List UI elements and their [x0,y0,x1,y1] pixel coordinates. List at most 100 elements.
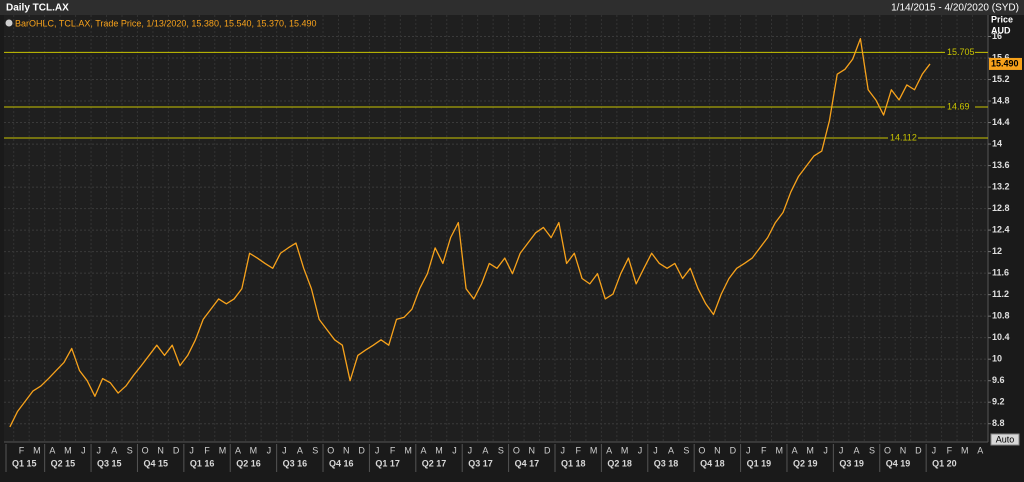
x-tick-label: S [498,445,504,455]
last-price-label: 15.490 [991,58,1019,68]
x-tick-label: M [775,445,783,455]
x-tick-label: J [823,445,828,455]
y-tick-label: 9.2 [992,397,1005,407]
y-tick-label: 14.4 [992,117,1010,127]
header-bar [0,0,1024,15]
grid [4,15,988,442]
last-price-tag [989,57,1022,70]
x-tick-label: O [884,445,891,455]
y-tick-label: 12.8 [992,203,1010,213]
quarter-label: Q1 20 [932,458,957,468]
y-tick-label: 13.6 [992,160,1010,170]
quarter-label: Q3 18 [654,458,679,468]
y-tick-label: 15.2 [992,74,1010,84]
x-tick-label: F [947,445,953,455]
x-tick-label: D [544,445,551,455]
quarter-label: Q1 15 [12,458,37,468]
x-tick-label: M [219,445,227,455]
x-tick-label: M [404,445,412,455]
x-tick-label: A [49,445,55,455]
y-tick-label: 11.6 [992,268,1009,278]
y-tick-label: 10 [992,354,1002,364]
level-label-bg [945,47,975,58]
quarter-label: Q2 17 [422,458,447,468]
x-tick-label: N [900,445,907,455]
x-tick-label: N [529,445,536,455]
quarter-label: Q2 19 [793,458,818,468]
quarter-label: Q1 17 [375,458,400,468]
quarter-label: Q4 18 [700,458,725,468]
auto-button[interactable] [990,433,1020,446]
x-tick-label: M [806,445,814,455]
x-tick-label: F [761,445,767,455]
x-tick-label: S [312,445,318,455]
y-tick-label: 8.8 [992,418,1005,428]
x-tick-label: J [468,445,473,455]
x-tick-label: N [714,445,721,455]
x-tick-label: O [698,445,705,455]
x-tick-label: A [111,445,117,455]
quarter-label: Q2 18 [607,458,632,468]
x-tick-label: J [97,445,102,455]
quarter-label: Q1 16 [190,458,215,468]
x-tick-label: M [590,445,598,455]
x-tick-label: S [869,445,875,455]
y-tick-label: 12.4 [992,224,1010,234]
x-tick-label: S [127,445,133,455]
y-axis-label: Price [991,14,1013,24]
x-tick-label: J [189,445,194,455]
chart-title: Daily TCL.AX [6,3,69,14]
x-tick-label: F [390,445,396,455]
level-label: 14.112 [890,132,917,142]
x-tick-label: J [375,445,380,455]
x-tick-label: A [668,445,674,455]
y-tick-label: 14 [992,138,1002,148]
quarter-label: Q3 19 [839,458,864,468]
quarter-label: Q3 17 [468,458,493,468]
y-tick-label: 14.8 [992,95,1010,105]
x-tick-label: M [64,445,72,455]
x-tick-label: D [173,445,180,455]
x-tick-label: O [513,445,520,455]
x-tick-label: J [638,445,643,455]
x-tick-label: A [977,445,983,455]
x-tick-label: A [606,445,612,455]
y-tick-label: 9.6 [992,375,1005,385]
x-tick-label: N [157,445,164,455]
y-tick-label: 10.8 [992,311,1010,321]
x-tick-label: J [452,445,457,455]
x-tick-label: N [343,445,350,455]
auto-button-label[interactable]: Auto [996,434,1015,444]
x-tick-label: A [235,445,241,455]
quarter-label: Q2 15 [51,458,76,468]
date-range: 1/14/2015 - 4/20/2020 (SYD) [891,3,1019,14]
x-tick-label: A [792,445,798,455]
legend-label: BarOHLC, TCL.AX, Trade Price, 1/13/2020,… [15,18,317,28]
y-tick-label: 12 [992,246,1002,256]
x-tick-label: S [683,445,689,455]
quarter-label: Q4 15 [143,458,168,468]
x-tick-label: M [250,445,258,455]
level-label: 15.705 [947,47,975,57]
quarter-label: Q2 16 [236,458,261,468]
x-tick-label: F [575,445,581,455]
x-tick-label: J [932,445,937,455]
x-tick-label: J [839,445,844,455]
x-tick-label: J [282,445,287,455]
x-tick-label: A [482,445,488,455]
x-tick-label: J [267,445,272,455]
x-tick-label: M [435,445,443,455]
x-tick-label: A [854,445,860,455]
y-tick-label: 10.4 [992,332,1010,342]
y-tick-label: 11.2 [992,289,1009,299]
level-label-bg [888,133,918,144]
x-tick-label: A [421,445,427,455]
x-tick-label: M [621,445,629,455]
x-tick-label: D [915,445,922,455]
x-tick-label: A [297,445,303,455]
y-tick-label: 15.6 [992,52,1010,62]
level-label: 14.69 [947,101,970,111]
x-tick-label: J [653,445,658,455]
x-tick-label: F [204,445,210,455]
